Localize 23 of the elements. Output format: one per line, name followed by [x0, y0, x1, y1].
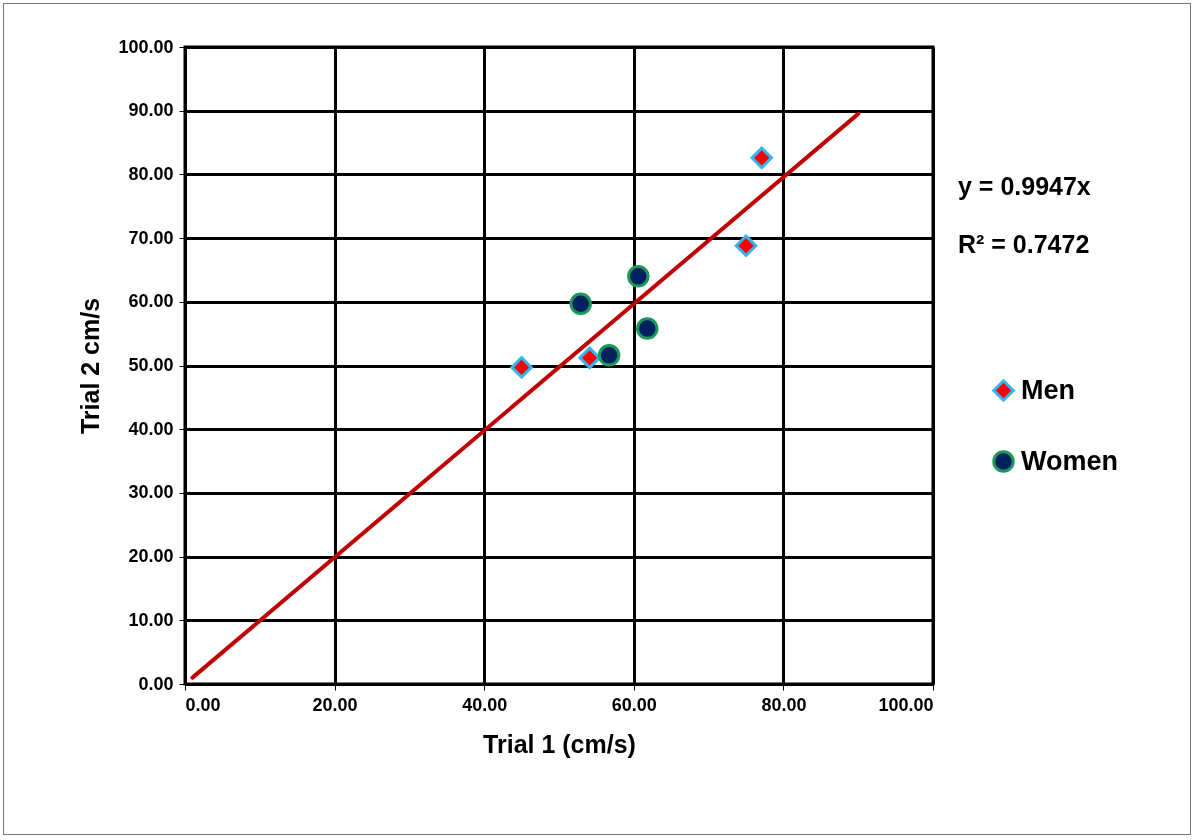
y-tick-label: 0.00: [138, 673, 174, 694]
text: y = 0.9947x: [958, 172, 1091, 201]
y-tick-label: 30.00: [128, 482, 174, 503]
legend-label: Men: [1021, 374, 1075, 405]
x-tick-label: 40.00: [462, 694, 508, 715]
y-tick-label: 10.00: [128, 609, 174, 630]
x-axis-title: Trial 1 (cm/s): [483, 729, 636, 758]
y-tick-label: 80.00: [128, 163, 174, 184]
text: R² = 0.7472: [958, 230, 1090, 259]
y-axis-title: Trial 2 cm/s: [76, 297, 105, 435]
y-tick-label: 40.00: [128, 418, 174, 439]
legend-label: Women: [1021, 445, 1119, 476]
x-tick-label: 0.00: [185, 694, 221, 715]
x-tick-label: 80.00: [761, 694, 807, 715]
y-tick-label: 20.00: [128, 546, 174, 567]
y-tick-label: 50.00: [128, 355, 174, 375]
y-tick-label: 70.00: [128, 227, 174, 248]
x-tick-label: 20.00: [312, 694, 358, 715]
x-tick-label: 100.00: [878, 694, 934, 715]
y-tick-label: 60.00: [128, 291, 174, 312]
y-tick-label: 90.00: [128, 100, 174, 121]
y-tick-label: 100.00: [118, 36, 174, 57]
x-tick-label: 60.00: [611, 694, 657, 715]
